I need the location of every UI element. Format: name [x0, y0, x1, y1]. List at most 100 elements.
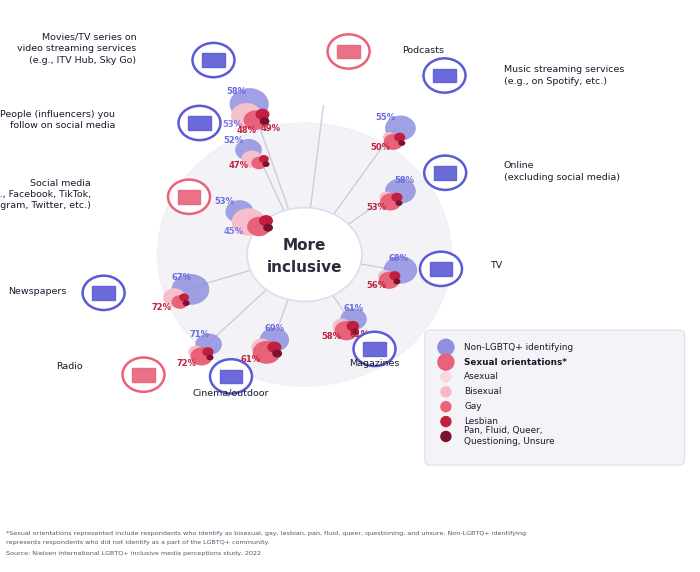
Circle shape: [379, 272, 400, 289]
FancyBboxPatch shape: [425, 330, 685, 465]
Text: 71%: 71%: [190, 329, 209, 339]
Circle shape: [188, 345, 204, 358]
Circle shape: [383, 132, 395, 142]
Circle shape: [380, 193, 401, 210]
Circle shape: [389, 271, 400, 280]
Text: More: More: [283, 238, 326, 253]
Circle shape: [384, 256, 417, 284]
Ellipse shape: [441, 372, 451, 382]
Text: TV: TV: [490, 261, 502, 271]
Circle shape: [340, 308, 367, 330]
Ellipse shape: [438, 339, 454, 355]
Circle shape: [235, 139, 262, 161]
Circle shape: [393, 279, 400, 284]
Text: 45%: 45%: [224, 227, 244, 236]
Text: Music streaming services
(e.g., on Spotify, etc.): Music streaming services (e.g., on Spoti…: [504, 65, 624, 86]
Circle shape: [260, 117, 270, 125]
Text: 49%: 49%: [261, 124, 281, 133]
Circle shape: [391, 193, 402, 202]
Text: 53%: 53%: [223, 120, 242, 129]
Circle shape: [122, 358, 164, 392]
Circle shape: [332, 319, 351, 333]
Circle shape: [260, 328, 289, 352]
Text: 56%: 56%: [367, 281, 386, 291]
Circle shape: [183, 300, 190, 306]
Text: 69%: 69%: [265, 324, 284, 333]
Circle shape: [202, 347, 214, 356]
Text: Source: Nielsen international LGBTQ+ inclusive media perceptions study, 2022: Source: Nielsen international LGBTQ+ inc…: [6, 551, 260, 556]
Circle shape: [259, 155, 269, 163]
Circle shape: [259, 215, 273, 227]
Circle shape: [163, 288, 186, 307]
Circle shape: [247, 208, 362, 301]
Text: 61%: 61%: [344, 304, 363, 313]
Ellipse shape: [441, 387, 451, 397]
Circle shape: [179, 293, 189, 301]
Text: 58%: 58%: [226, 87, 246, 96]
Bar: [430, 262, 452, 276]
Circle shape: [230, 88, 269, 120]
Text: 50%: 50%: [370, 143, 390, 152]
Text: Radio: Radio: [56, 362, 83, 371]
Circle shape: [354, 332, 395, 366]
Text: 55%: 55%: [375, 113, 395, 122]
Ellipse shape: [441, 431, 451, 442]
Text: Online
(excluding social media): Online (excluding social media): [504, 161, 620, 182]
Text: 58%: 58%: [395, 176, 414, 185]
Bar: [220, 370, 242, 383]
Text: Bisexual: Bisexual: [464, 387, 501, 396]
Text: 68%: 68%: [389, 254, 409, 263]
Text: Podcasts: Podcasts: [402, 46, 444, 55]
Circle shape: [251, 157, 267, 169]
Circle shape: [346, 321, 359, 331]
Circle shape: [385, 178, 416, 204]
Bar: [178, 190, 200, 204]
Text: People (influencers) you
follow on social media: People (influencers) you follow on socia…: [1, 110, 116, 130]
Circle shape: [424, 156, 466, 190]
Circle shape: [210, 359, 252, 394]
Circle shape: [420, 252, 462, 286]
Text: 47%: 47%: [229, 161, 248, 170]
Circle shape: [256, 109, 270, 120]
Text: Newspapers: Newspapers: [8, 287, 66, 296]
Bar: [434, 166, 456, 180]
Circle shape: [328, 34, 370, 69]
Text: 58%: 58%: [322, 332, 342, 341]
Circle shape: [335, 321, 358, 340]
Text: Cinema/outdoor: Cinema/outdoor: [193, 388, 270, 398]
Circle shape: [263, 224, 273, 232]
Circle shape: [424, 58, 466, 93]
Circle shape: [206, 355, 214, 360]
Text: 53%: 53%: [366, 202, 386, 212]
Circle shape: [253, 341, 281, 364]
Circle shape: [267, 341, 281, 353]
Circle shape: [384, 134, 403, 150]
Circle shape: [190, 347, 213, 366]
Text: Lesbian: Lesbian: [464, 417, 498, 426]
Text: 53%: 53%: [214, 197, 234, 206]
Circle shape: [398, 140, 405, 146]
Circle shape: [351, 328, 359, 335]
Circle shape: [225, 200, 253, 223]
Ellipse shape: [438, 354, 454, 370]
Circle shape: [394, 133, 405, 142]
Circle shape: [193, 43, 235, 77]
Circle shape: [251, 339, 272, 356]
Circle shape: [241, 150, 262, 168]
Text: Social media
(e.g., Facebook, TikTok,
instagram, Twitter, etc.): Social media (e.g., Facebook, TikTok, in…: [0, 178, 91, 210]
Circle shape: [172, 295, 188, 309]
Text: 72%: 72%: [177, 359, 197, 368]
Circle shape: [178, 106, 220, 140]
Circle shape: [385, 116, 416, 141]
Circle shape: [172, 274, 209, 305]
Text: Non-LGBTQ+ identifying: Non-LGBTQ+ identifying: [464, 343, 573, 352]
Bar: [363, 342, 386, 356]
Bar: [132, 368, 155, 382]
Text: Asexual: Asexual: [464, 372, 499, 382]
Text: represents respondents who did not identify as a part of the LGBTQ+ community.: represents respondents who did not ident…: [6, 540, 269, 545]
Circle shape: [247, 217, 271, 236]
Text: Sexual orientations*: Sexual orientations*: [464, 358, 567, 367]
Bar: [337, 45, 360, 58]
Text: 61%: 61%: [350, 329, 370, 339]
Ellipse shape: [441, 416, 451, 427]
